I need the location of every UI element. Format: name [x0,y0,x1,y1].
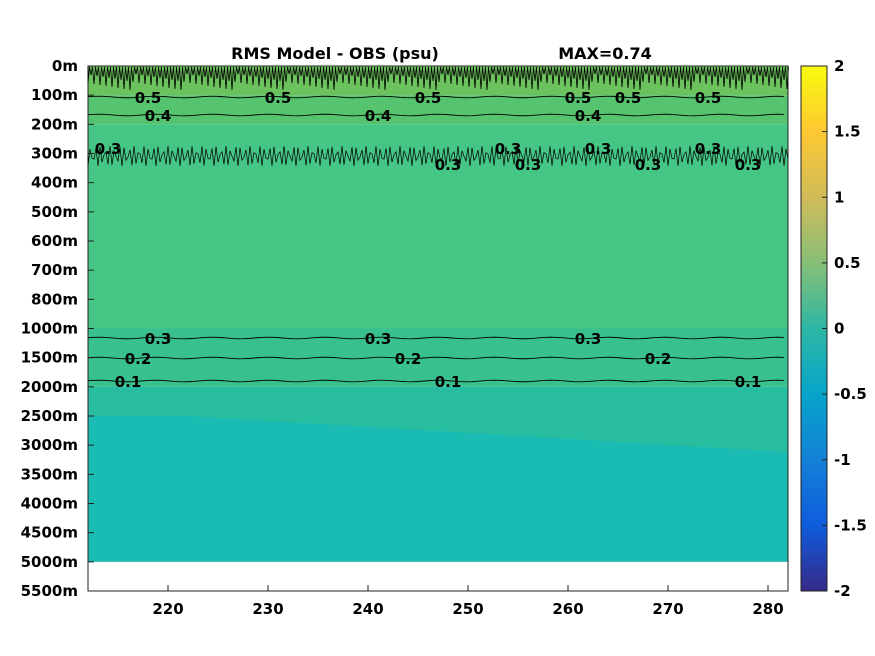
y-tick-label: 600m [31,232,78,250]
y-tick-label: 3000m [21,436,78,454]
contour-label: 0.5 [265,89,292,107]
x-tick-label: 280 [752,600,783,618]
y-tick-label: 4500m [21,524,78,542]
colorbar-tick-label: -2 [834,582,851,600]
contour-label: 0.2 [395,350,422,368]
field-layer [88,95,788,125]
y-tick-label: 2500m [21,407,78,425]
contour-line-0.2 [87,356,785,360]
contour-line-0.3 [87,336,785,340]
colorbar-tick-label: 0 [834,320,844,338]
colorbar-tick-label: 0.5 [834,254,861,272]
contour-label: 0.3 [435,156,462,174]
x-tick-label: 220 [152,600,183,618]
y-tick-label: 1000m [21,320,78,338]
y-tick-label: 0m [52,57,78,75]
colorbar-gradient [800,65,828,592]
colorbar-tick-label: 2 [834,57,844,75]
contour-label: 0.3 [585,140,612,158]
colorbar-tick-label: 1 [834,188,844,206]
x-tick-label: 270 [652,600,683,618]
contour-label: 0.1 [115,373,142,391]
y-tick-label: 4000m [21,495,78,513]
contour-line-0.3-upper [87,145,789,167]
y-tick-label: 1500m [21,349,78,367]
y-tick-label: 5000m [21,553,78,571]
contour-label: 0.3 [735,156,762,174]
contour-label: 0.5 [415,89,442,107]
contour-label: 0.2 [125,350,152,368]
colorbar-tick-label: -0.5 [834,385,867,403]
x-tick-label: 260 [552,600,583,618]
colorbar: 2 1.5 1 0.5 0 -0.5 -1 -1.5 -2 [800,57,867,600]
contour-label: 0.4 [365,107,392,125]
contour-label: 0.5 [615,89,642,107]
colorbar-tick-label: 1.5 [834,123,861,141]
contour-label: 0.5 [135,89,162,107]
contour-line-0.4 [87,113,785,117]
field-layer [88,386,788,416]
contour-label: 0.1 [435,373,462,391]
y-tick-label: 700m [31,261,78,279]
y-tick-label: 5500m [21,582,78,600]
contour-label: 0.3 [575,330,602,348]
y-tick-label: 200m [31,115,78,133]
contour-line-0.1 [87,379,785,383]
y-tick-label: 3500m [21,465,78,483]
contour-line-0.5 [87,95,785,99]
chart-title: RMS Model - OBS (psu) [231,44,439,63]
y-tick-label: 800m [31,290,78,308]
contour-label: 0.5 [565,89,592,107]
contour-label: 0.4 [575,107,602,125]
colorbar-tick-label: -1.5 [834,516,867,534]
field-gradient [88,410,788,452]
contour-label: 0.3 [145,330,172,348]
colorbar-tick-label: -1 [834,451,851,469]
contour-label: 0.5 [695,89,722,107]
y-tick-label: 100m [31,86,78,104]
y-tick-label: 400m [31,174,78,192]
y-axis: 0m 100m 200m 300m 400m 500m 600m 700m 800m 1000m 1… [21,57,94,600]
x-tick-label: 240 [352,600,383,618]
contour-label: 0.4 [145,107,172,125]
y-tick-label: 300m [31,145,78,163]
contour-label: 0.1 [735,373,762,391]
y-tick-label: 500m [31,203,78,221]
y-tick-label: 2000m [21,378,78,396]
contour-label: 0.3 [635,156,662,174]
chart-max-label: MAX=0.74 [558,44,652,63]
contour-label: 0.2 [645,350,672,368]
contour-lines: 0.5 0.5 0.5 0.5 0.5 0.50.4 0.4 0.40.30.30.30.30… [87,66,789,391]
x-axis: 220 230 240 250 260 270 280 [152,585,784,618]
x-tick-label: 230 [252,600,283,618]
x-tick-label: 250 [452,600,483,618]
contour-label: 0.3 [495,140,522,158]
contour-label: 0.3 [695,140,722,158]
contour-label: 0.3 [515,156,542,174]
contour-surface [87,66,789,91]
contour-label: 0.3 [95,140,122,158]
plot-area [87,65,789,592]
contour-label: 0.3 [365,330,392,348]
